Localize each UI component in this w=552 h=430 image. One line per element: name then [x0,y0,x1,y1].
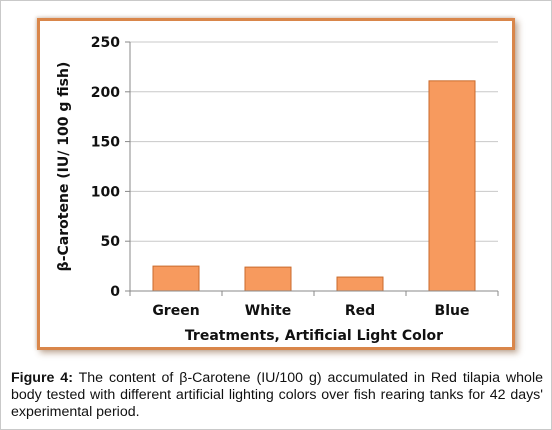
bar-white [244,266,292,292]
bars [152,80,476,292]
y-tick-label: 50 [101,234,121,250]
y-tick-label: 150 [91,135,120,151]
x-tick-label: Green [152,303,199,319]
chart-frame: 0 50 100 150 200 250 Green White Red Blue Treatmen… [37,18,515,350]
x-tick-label: White [245,303,291,319]
bar-chart: 0 50 100 150 200 250 Green White Red Blue Treatmen… [56,35,499,344]
y-tick-label: 200 [91,85,120,101]
axes [125,41,499,296]
y-tick-label: 250 [91,35,120,51]
caption-text: The content of β-Carotene (IU/100 g) acc… [11,370,543,420]
y-tick-label: 100 [91,184,120,200]
y-tick-label: 0 [110,284,120,300]
bar-red [336,276,384,292]
x-tick-label: Red [345,303,375,319]
x-tick-label: Blue [435,303,470,319]
caption-label: Figure 4: [11,370,73,386]
figure-caption: Figure 4: The content of β-Carotene (IU/… [11,370,543,421]
bar-green [152,265,200,292]
x-axis-title: Treatments, Artificial Light Color [185,328,443,344]
bar-blue [428,80,476,292]
axis-labels: 0 50 100 150 200 250 Green White Red Blue Treatmen… [56,35,469,344]
y-axis-title: β-Carotene (IU/ 100 g fish) [56,62,72,272]
